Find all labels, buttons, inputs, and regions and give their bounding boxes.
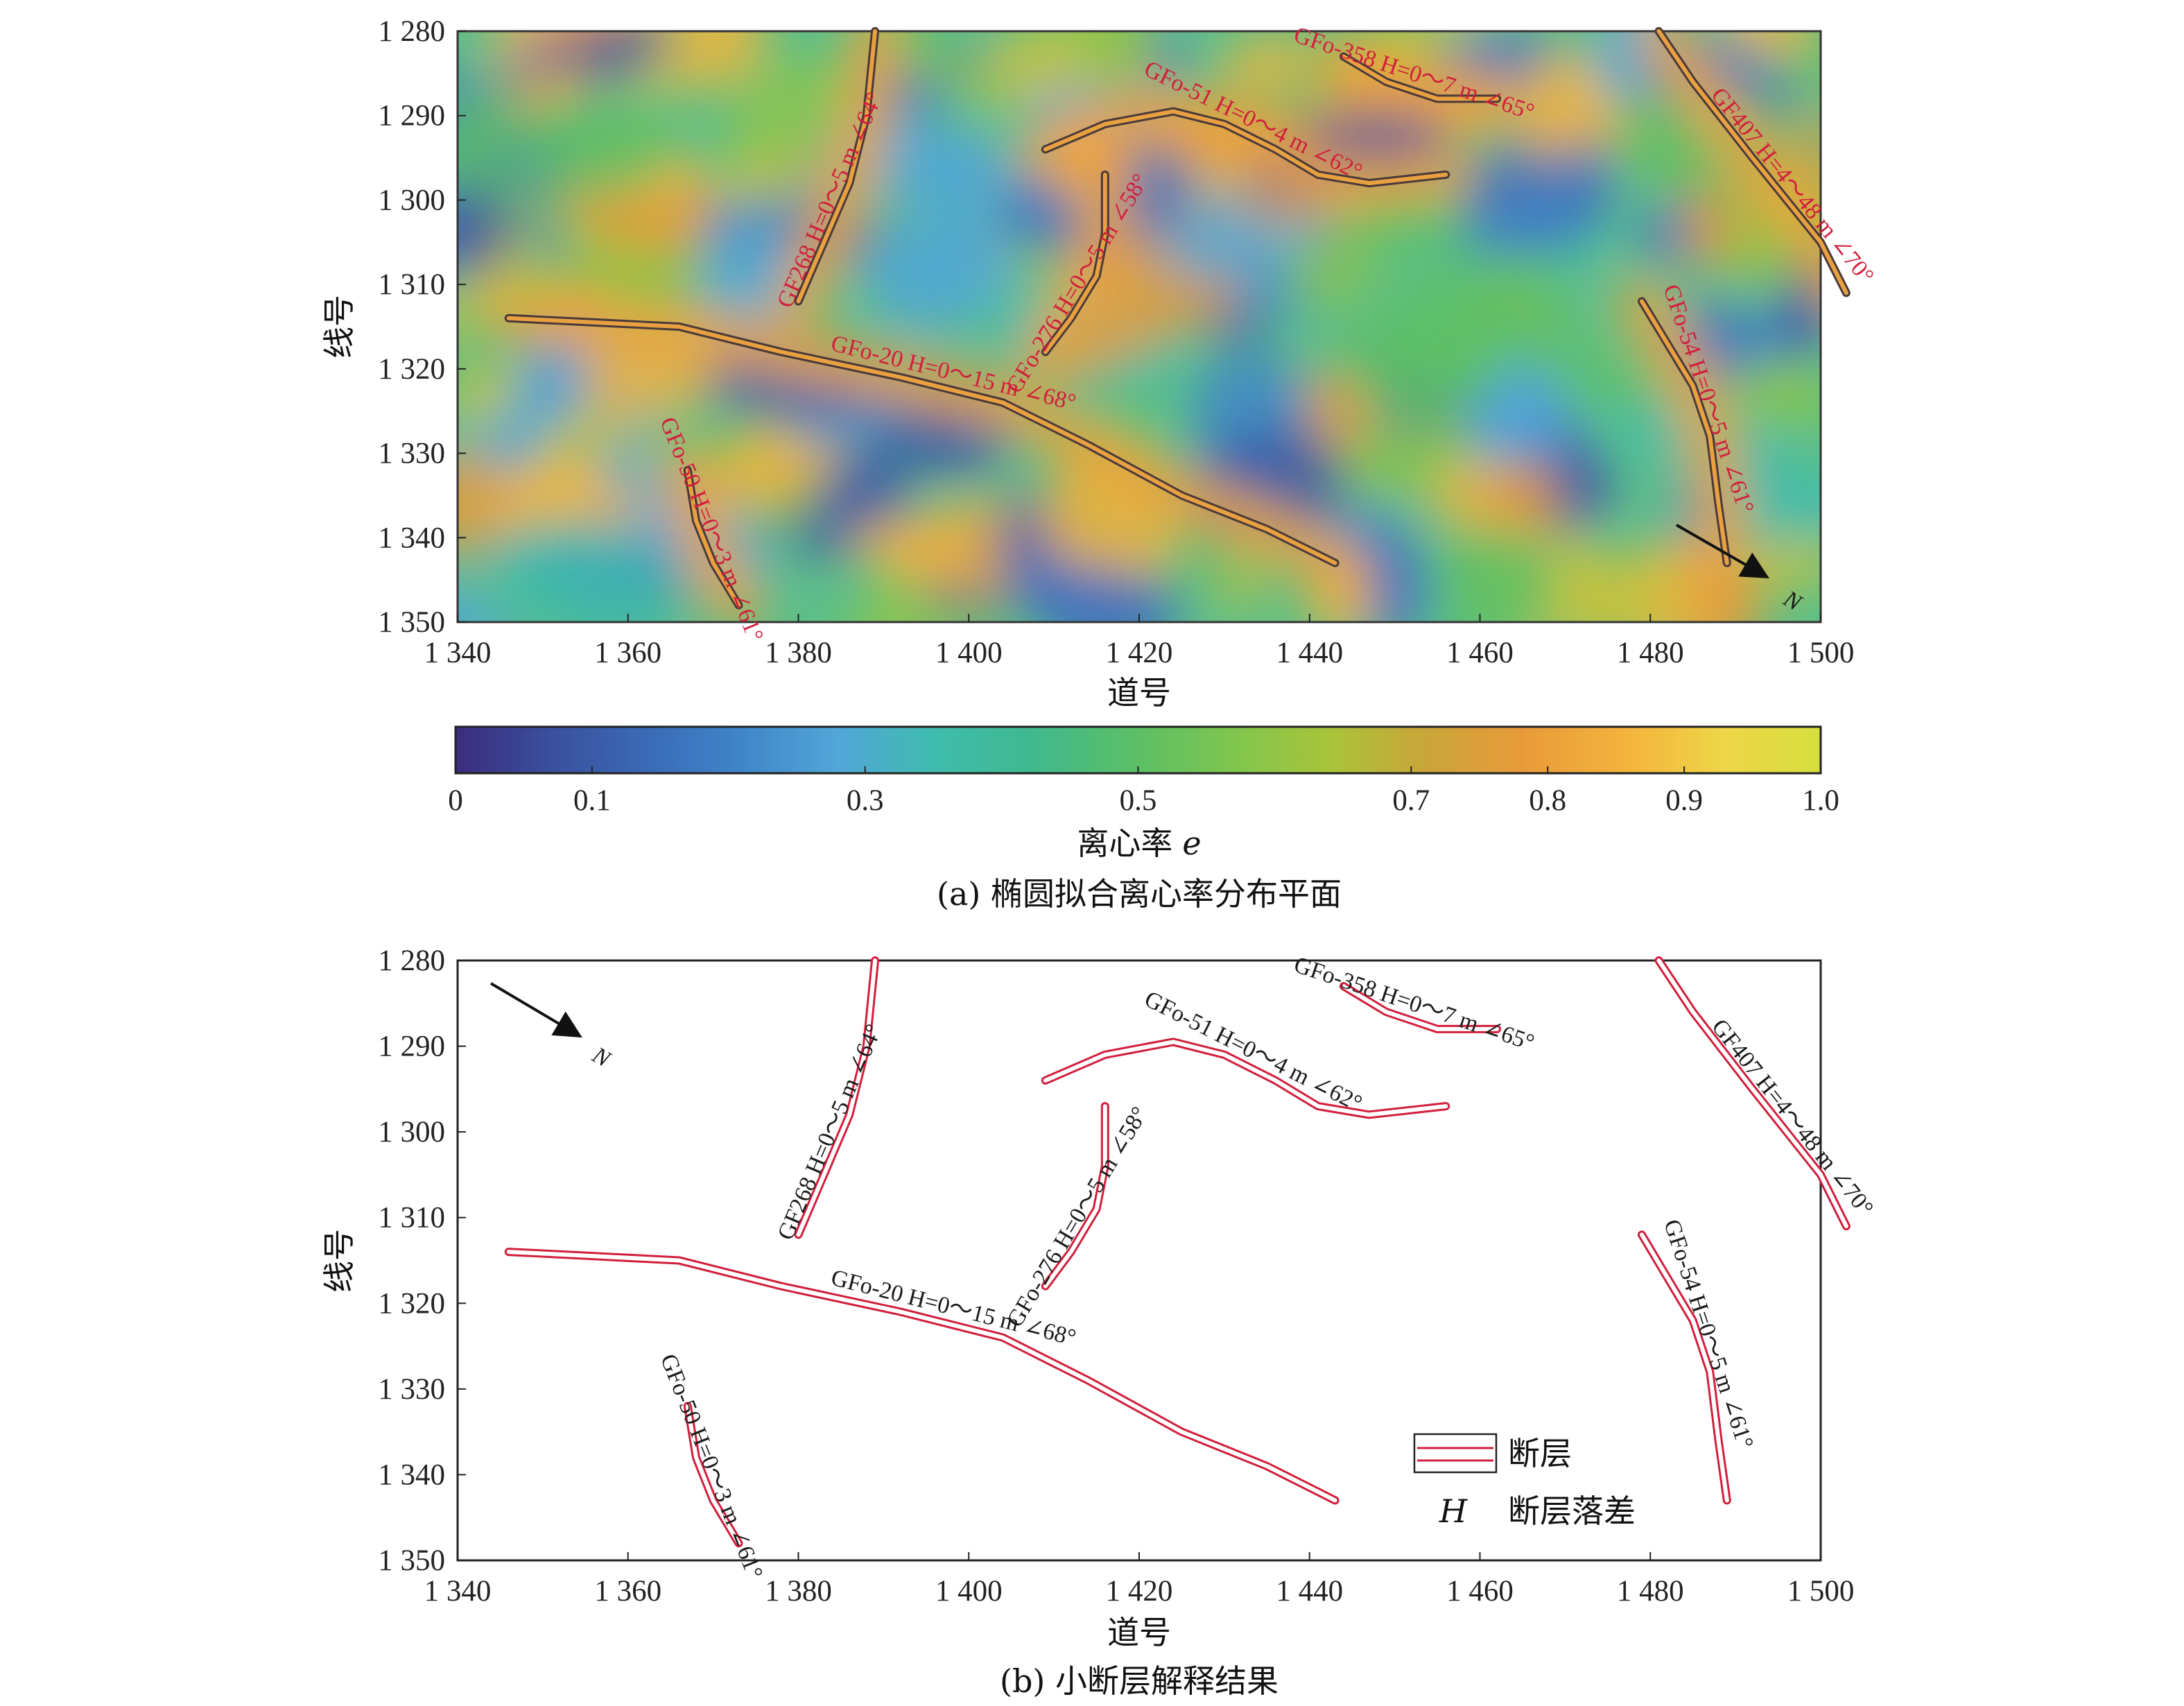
panel-b-x-tick-label: 1 420: [1106, 1575, 1173, 1608]
colorbar-label-symbol: e: [1182, 825, 1201, 862]
fault-line-inner: [796, 29, 878, 304]
panel-b: GF268 H=0～5 m ∠64°GFo-358 H=0～7 m ∠65°GF…: [320, 945, 1878, 1651]
colorbar-tick-label: 0.7: [1392, 784, 1430, 817]
fault-line-inner: [1043, 1040, 1448, 1117]
colorbar-tick-label: 0.3: [847, 784, 884, 817]
legend-h-symbol: H: [1439, 1492, 1468, 1530]
fault-line-inner: [506, 1250, 1337, 1503]
panel-b-y-tick-label: 1 320: [378, 1287, 445, 1320]
panel-a-y-tick-label: 1 330: [378, 438, 445, 470]
panel-a-y-tick-label: 1 310: [378, 268, 445, 301]
fault-line-inner: [1640, 299, 1729, 565]
colorbar-gradient: [454, 725, 1822, 775]
panel-b-y-ticks: 1 280 1 290 1 300 1 310 1 320 1 330 1 340 1 350: [378, 945, 466, 1577]
panel-a: GF268 H=0～5 m ∠64°GFo-358 H=0～7 m ∠65°GF…: [320, 15, 1879, 712]
panel-b-y-tick-label: 1 300: [378, 1116, 445, 1148]
legend-fault-swatch-box: [1413, 1433, 1498, 1474]
legend-h-label: 断层落差: [1508, 1492, 1636, 1530]
fault-line-inner: [1341, 54, 1500, 101]
legend-fault-label: 断层: [1508, 1435, 1572, 1472]
fault-line-inner: [1341, 984, 1500, 1031]
fault-line-inner: [1043, 1104, 1107, 1289]
panel-b-y-tick-label: 1 330: [378, 1373, 445, 1406]
legend: 断层 H 断层落差: [1413, 1433, 1636, 1530]
colorbar-tick-label: 0.9: [1665, 784, 1703, 817]
panel-a-y-tick-label: 1 320: [378, 353, 445, 386]
legend-fault-swatch: [1417, 1447, 1493, 1462]
panel-b-x-tick-label: 1 480: [1617, 1575, 1684, 1608]
panel-b-x-tick-label: 1 340: [424, 1575, 492, 1608]
colorbar-tick-label: 0: [448, 784, 463, 817]
fault-line-inner: [685, 1404, 741, 1546]
fault-line-inner: [1640, 1232, 1729, 1503]
colorbar-tick-label: 0.8: [1529, 784, 1566, 817]
panel-b-y-tick-label: 1 340: [378, 1458, 445, 1491]
panel-b-y-tick-label: 1 280: [378, 945, 445, 977]
panel-b-x-tick-label: 1 380: [765, 1575, 832, 1608]
fault-line-inner: [1656, 958, 1848, 1229]
colorbar-label-text: 离心率: [1077, 825, 1172, 862]
colorbar-tick-label: 0.5: [1120, 784, 1157, 817]
panel-b-caption: (b) 小断层解释结果: [1000, 1662, 1279, 1700]
panel-a-x-tick-label: 1 400: [935, 637, 1003, 669]
panel-b-x-ticks: 1 340 1 360 1 380 1 400 1 420 1 440 1 460 1 480…: [424, 1552, 1855, 1608]
panel-b-y-tick-label: 1 350: [378, 1544, 445, 1577]
panel-a-y-tick-label: 1 290: [378, 100, 445, 132]
fault-line-inner: [685, 467, 741, 608]
eccentricity-map: [458, 31, 1821, 622]
panel-b-y-tick-label: 1 310: [378, 1202, 445, 1234]
fault-line-inner: [506, 316, 1337, 565]
panel-a-x-tick-label: 1 500: [1787, 637, 1855, 669]
panel-a-x-tick-label: 1 480: [1617, 637, 1684, 669]
panel-a-x-ticks: 1 340 1 360 1 380 1 400 1 420 1 440 1 460 1 480…: [424, 614, 1855, 669]
colorbar-tick-label: 1.0: [1802, 784, 1839, 817]
fault-line-inner: [1043, 172, 1107, 354]
panel-a-x-tick-label: 1 460: [1446, 637, 1514, 669]
panel-a-x-tick-label: 1 340: [424, 637, 492, 669]
panel-a-x-tick-label: 1 440: [1276, 637, 1343, 669]
panel-b-y-tick-label: 1 290: [378, 1031, 445, 1063]
fault-line-inner: [1656, 29, 1848, 295]
panel-b-x-tick-label: 1 500: [1787, 1575, 1855, 1608]
panel-b-x-tick-label: 1 440: [1276, 1575, 1343, 1608]
panel-b-x-tick-label: 1 460: [1446, 1575, 1514, 1608]
panel-b-xlabel: 道号: [1107, 1614, 1171, 1651]
panel-a-caption: (a) 椭圆拟合离心率分布平面: [937, 875, 1342, 913]
panel-a-xlabel: 道号: [1107, 674, 1171, 712]
panel-b-x-tick-label: 1 400: [935, 1575, 1003, 1608]
fault-line-inner: [796, 958, 878, 1237]
panel-a-x-tick-label: 1 380: [765, 637, 832, 669]
panel-b-x-tick-label: 1 360: [594, 1575, 661, 1608]
colorbar-tick-label: 0.1: [573, 784, 611, 817]
panel-a-y-tick-label: 1 350: [378, 606, 445, 639]
panel-b-ylabel: 线号: [320, 1229, 358, 1293]
fault-line-inner: [1043, 109, 1448, 186]
colorbar-label: 离心率 e: [1077, 825, 1201, 862]
panel-a-y-ticks: 1 280 1 290 1 300 1 310 1 320 1 330 1 340 1 350: [378, 15, 466, 639]
panel-a-y-tick-label: 1 280: [378, 15, 445, 48]
panel-a-x-tick-label: 1 420: [1106, 637, 1173, 669]
panel-a-ylabel: 线号: [320, 295, 358, 359]
panel-a-x-tick-label: 1 360: [594, 637, 661, 669]
colorbar: 0 0.1 0.3 0.5 0.7 0.8 0.9 1.0 离心率 e: [448, 725, 1839, 862]
panel-a-y-tick-label: 1 340: [378, 522, 445, 554]
panel-a-y-tick-label: 1 300: [378, 184, 445, 216]
colorbar-ticks: 0 0.1 0.3 0.5 0.7 0.8 0.9 1.0: [448, 766, 1839, 817]
